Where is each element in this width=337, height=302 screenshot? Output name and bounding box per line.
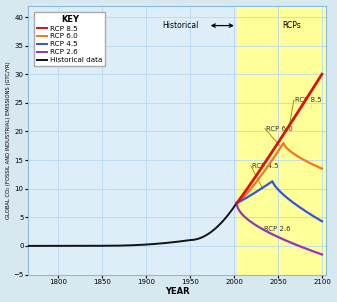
Text: Historical: Historical (163, 21, 199, 30)
X-axis label: YEAR: YEAR (165, 288, 189, 297)
Text: RCP 2.6: RCP 2.6 (264, 226, 290, 232)
Bar (237, 5, 326, 275)
Legend: RCP 8.5, RCP 6.0, RCP 4.5, RCP 2.6, Historical data: RCP 8.5, RCP 6.0, RCP 4.5, RCP 2.6, Hist… (34, 12, 105, 66)
Text: RCP 6.0: RCP 6.0 (266, 126, 293, 132)
Text: RCP 8.5: RCP 8.5 (295, 97, 321, 103)
Text: RCP 4.5: RCP 4.5 (252, 163, 278, 169)
Text: RCPs: RCPs (282, 21, 301, 30)
Y-axis label: GLOBAL CO₂ (FOSSIL AND INDUSTRIAL) EMISSIONS (GTC/YR): GLOBAL CO₂ (FOSSIL AND INDUSTRIAL) EMISS… (5, 61, 10, 219)
